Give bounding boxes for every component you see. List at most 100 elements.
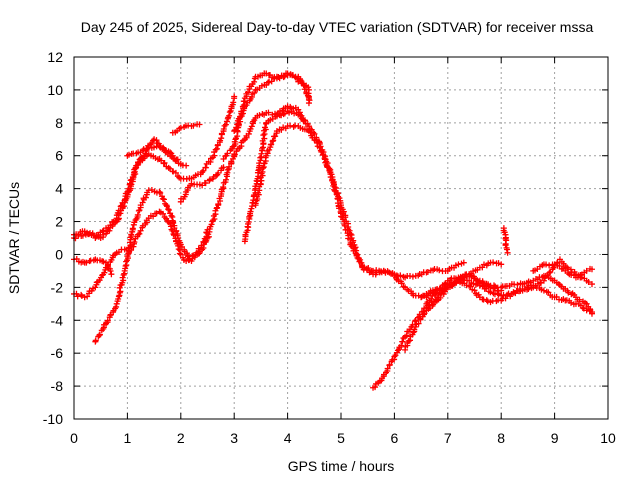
data-point [504, 249, 511, 256]
data-point [491, 285, 498, 292]
data-point [231, 93, 238, 100]
data-point [213, 145, 220, 152]
y-tick-label: -10 [43, 411, 63, 427]
data-point [546, 262, 553, 269]
y-tick-label: -8 [51, 378, 64, 394]
data-point [284, 70, 291, 77]
data-point [341, 222, 348, 229]
data-point [353, 250, 360, 257]
data-point [170, 232, 177, 239]
y-axis-label: SDTVAR / TECUs [6, 182, 22, 294]
data-point [398, 342, 405, 349]
data-point [172, 169, 179, 176]
data-point [198, 242, 205, 249]
data-point [132, 217, 139, 224]
x-tick-label: 8 [497, 430, 505, 446]
data-point [324, 164, 331, 171]
x-tick-labels: 0 1 2 3 4 5 6 7 8 9 10 [70, 430, 616, 446]
data-point [275, 74, 282, 81]
data-point [131, 239, 138, 246]
data-point [83, 259, 90, 266]
data-point [252, 200, 259, 207]
data-point [233, 124, 240, 131]
data-point [502, 242, 509, 249]
x-tick-label: 7 [444, 430, 452, 446]
data-point [397, 272, 404, 279]
data-point [247, 208, 254, 215]
y-tick-labels: -10 -8 -6 -4 -2 0 2 4 6 8 10 12 [43, 49, 63, 427]
data-point [106, 227, 113, 234]
series-track-18 [418, 272, 505, 301]
data-point [137, 227, 144, 234]
data-point [117, 203, 124, 210]
data-point [167, 220, 174, 227]
data-point [161, 159, 168, 166]
data-point [161, 196, 168, 203]
data-point [257, 180, 264, 187]
data-point [399, 338, 406, 345]
series-track-3 [71, 93, 238, 241]
data-point [384, 365, 391, 372]
data-point [240, 98, 247, 105]
data-point [436, 267, 443, 274]
data-point [346, 227, 353, 234]
data-point [177, 251, 184, 258]
data-point [258, 177, 265, 184]
data-point [124, 253, 131, 260]
x-tick-label: 10 [600, 430, 616, 446]
y-tick-label: -4 [51, 312, 64, 328]
data-point [224, 166, 231, 173]
data-point [512, 290, 519, 297]
data-point [372, 384, 379, 391]
data-point [107, 222, 114, 229]
data-point [270, 137, 277, 144]
data-point [107, 268, 114, 275]
data-point [203, 237, 210, 244]
data-point [498, 261, 505, 268]
data-point [127, 177, 134, 184]
data-point [386, 361, 393, 368]
data-point [212, 146, 219, 153]
data-point [411, 318, 418, 325]
data-point [298, 112, 305, 119]
data-point [121, 246, 128, 253]
data-point [471, 287, 478, 294]
data-point [394, 347, 401, 354]
data-point [120, 272, 127, 279]
data-point [220, 164, 227, 171]
series-track-15 [370, 277, 595, 391]
data-point [170, 168, 177, 175]
data-point [245, 130, 252, 137]
data-point [588, 309, 595, 316]
data-point [160, 210, 167, 217]
data-point [268, 141, 275, 148]
data-point [190, 122, 197, 129]
y-tick-label: 12 [47, 49, 63, 65]
data-point [202, 180, 209, 187]
data-point [157, 189, 164, 196]
chart-title: Day 245 of 2025, Sidereal Day-to-day VTE… [81, 19, 594, 35]
data-point [260, 132, 267, 139]
data-point [177, 124, 184, 131]
data-point [196, 121, 203, 128]
data-point [490, 259, 497, 266]
data-point [305, 84, 312, 91]
data-point [466, 282, 473, 289]
data-point [184, 252, 191, 259]
data-point [200, 167, 207, 174]
x-tick-label: 3 [230, 430, 238, 446]
data-point [498, 287, 505, 294]
data-point [139, 199, 146, 206]
data-point [222, 121, 229, 128]
data-point [226, 112, 233, 119]
data-point [118, 202, 125, 209]
series-track-7 [124, 142, 179, 164]
data-point [226, 109, 233, 116]
data-point [202, 164, 209, 171]
data-point [287, 122, 294, 129]
data-point [410, 329, 417, 336]
data-point [124, 188, 131, 195]
data-point [84, 293, 91, 300]
data-point [358, 259, 365, 266]
data-point [215, 201, 222, 208]
